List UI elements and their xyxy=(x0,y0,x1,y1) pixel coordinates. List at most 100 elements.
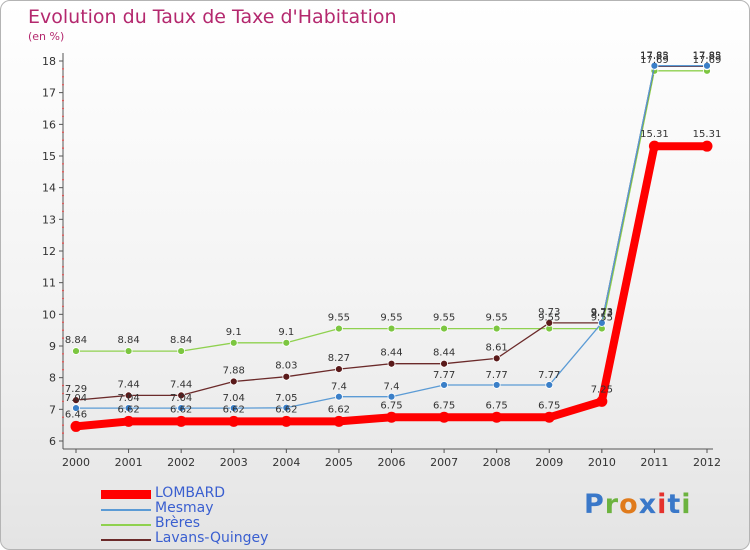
y-minor-tick xyxy=(62,194,64,197)
data-label: 7.77 xyxy=(433,370,455,381)
legend-label: Lavans-Quingey xyxy=(155,530,269,546)
data-label: 8.61 xyxy=(486,342,508,353)
data-label: 6.46 xyxy=(65,409,87,420)
y-minor-tick xyxy=(62,321,64,324)
series-point xyxy=(440,359,448,368)
data-label: 17.85 xyxy=(693,51,722,62)
y-tick-label: 9 xyxy=(49,340,56,353)
data-label: 9.73 xyxy=(591,308,613,319)
x-tick-label: 2009 xyxy=(535,456,563,469)
y-tick-label: 12 xyxy=(42,245,56,258)
data-label: 9.55 xyxy=(380,313,402,324)
y-minor-tick xyxy=(62,226,64,229)
x-tick-label: 2005 xyxy=(325,456,353,469)
y-minor-tick xyxy=(62,202,64,205)
data-label: 9.73 xyxy=(591,307,613,318)
series-point xyxy=(440,381,448,389)
series-point xyxy=(282,403,291,412)
data-label: 9.55 xyxy=(486,313,508,324)
y-minor-tick xyxy=(62,68,64,70)
y-minor-tick xyxy=(62,337,64,339)
data-label: 9.55 xyxy=(328,313,350,324)
data-label: 9.55 xyxy=(433,313,455,324)
series-point xyxy=(124,391,133,400)
data-label: 7.04 xyxy=(223,393,245,404)
y-minor-tick xyxy=(62,289,64,292)
data-label: 6.75 xyxy=(538,400,560,411)
data-label: 8.44 xyxy=(380,348,402,359)
series-point xyxy=(335,392,343,401)
y-tick-label: 16 xyxy=(42,118,56,131)
series-point xyxy=(70,420,82,432)
data-label: 6.75 xyxy=(486,400,508,411)
chart-subtitle: (en %) xyxy=(28,30,65,43)
data-label: 7.05 xyxy=(275,393,297,404)
y-tick-label: 11 xyxy=(42,277,56,290)
legend-label: Mesmay xyxy=(155,500,214,516)
data-label: 6.62 xyxy=(275,404,297,415)
y-minor-tick xyxy=(62,242,64,244)
y-tick-label: 18 xyxy=(42,55,56,68)
y-minor-tick xyxy=(62,163,64,165)
data-label: 7.44 xyxy=(170,379,192,390)
data-label: 17.83 xyxy=(640,50,669,61)
series-point xyxy=(387,324,396,333)
series-point xyxy=(596,395,608,407)
series-point xyxy=(386,411,397,423)
series-point xyxy=(387,392,396,401)
y-minor-tick xyxy=(62,305,64,308)
y-minor-tick xyxy=(62,400,64,403)
y-minor-tick xyxy=(62,83,64,86)
series-point xyxy=(124,347,133,355)
series-point xyxy=(177,391,186,400)
y-tick-label: 7 xyxy=(49,403,56,416)
series-point xyxy=(282,372,291,381)
legend-swatch xyxy=(101,490,151,499)
data-label: 15.31 xyxy=(693,129,722,140)
data-label: 15.31 xyxy=(640,129,669,140)
y-minor-tick xyxy=(62,273,64,276)
data-label: 8.44 xyxy=(433,348,455,359)
series-point xyxy=(701,140,713,152)
data-label: 17.69 xyxy=(693,55,722,66)
data-label: 7.04 xyxy=(117,393,139,404)
series-point xyxy=(280,415,292,427)
y-minor-tick xyxy=(62,115,64,118)
x-tick-label: 2001 xyxy=(115,456,143,469)
logo-letter: i xyxy=(681,489,692,520)
y-minor-tick xyxy=(62,424,64,427)
series-point xyxy=(72,404,80,412)
series-point xyxy=(648,140,660,152)
series-point xyxy=(72,396,80,405)
legend-swatch xyxy=(101,508,151,511)
data-label: 7.4 xyxy=(331,382,347,393)
y-minor-tick xyxy=(62,368,64,371)
x-tick-label: 2006 xyxy=(378,456,406,469)
series-point xyxy=(543,411,555,423)
y-tick-label: 15 xyxy=(42,150,56,163)
x-tick-label: 2011 xyxy=(640,456,668,469)
series-point xyxy=(123,415,135,427)
logo-letter: r xyxy=(604,489,620,520)
data-label: 9.55 xyxy=(538,313,560,324)
logo-letter: o xyxy=(619,489,639,520)
y-minor-tick xyxy=(62,75,64,78)
series-point xyxy=(650,61,659,70)
chart-title: Evolution du Taux de Taxe d'Habitation xyxy=(28,6,397,28)
data-label: 9.1 xyxy=(226,327,242,338)
data-label: 8.84 xyxy=(65,335,87,346)
y-minor-tick xyxy=(62,297,64,300)
data-label: 7.4 xyxy=(384,382,400,393)
y-minor-tick xyxy=(62,234,64,237)
data-label: 7.88 xyxy=(223,365,245,376)
proxiti-logo: Proxiti xyxy=(584,489,692,520)
data-label: 7.77 xyxy=(486,370,508,381)
data-label: 7.04 xyxy=(65,393,87,404)
data-label: 6.62 xyxy=(117,404,139,415)
y-minor-tick xyxy=(62,147,64,149)
y-tick-label: 6 xyxy=(49,435,56,448)
series-point xyxy=(545,318,554,327)
logo-letter: x xyxy=(638,489,658,520)
